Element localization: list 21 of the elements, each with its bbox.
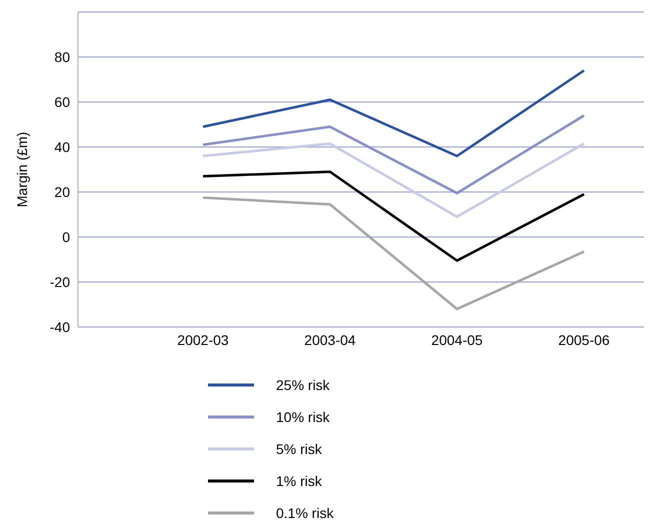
line-series — [202, 114, 586, 194]
y-tick-label: 60 — [54, 94, 70, 110]
y-axis-title: Margin (£m) — [14, 132, 30, 208]
line-series — [202, 69, 586, 158]
x-tick-label: 2005-06 — [558, 332, 610, 348]
line-series — [202, 170, 586, 262]
y-tick-label: -20 — [50, 274, 70, 290]
x-tick-label: 2002-03 — [177, 332, 229, 348]
x-tick-label: 2004-05 — [431, 332, 483, 348]
y-tick-label: 80 — [54, 48, 70, 65]
line-series — [202, 196, 586, 310]
legend-label: 25% risk — [276, 377, 330, 393]
y-tick-label: 40 — [54, 138, 70, 155]
legend-label: 5% risk — [276, 441, 322, 457]
y-tick-label: -40 — [50, 318, 70, 335]
y-tick-label: 0 — [62, 228, 70, 245]
legend-label: 1% risk — [276, 473, 322, 489]
x-tick-label: 2003-04 — [304, 332, 356, 348]
legend-label: 10% risk — [276, 409, 330, 425]
legend-label: 0.1% risk — [276, 505, 334, 521]
y-tick-label: 20 — [54, 184, 70, 200]
